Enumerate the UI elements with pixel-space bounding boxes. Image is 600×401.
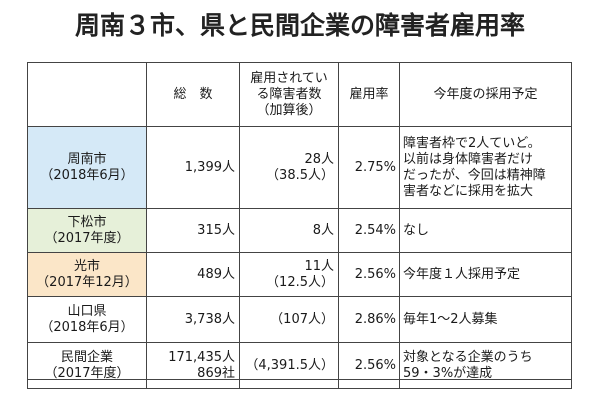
table-header-row: 総 数 雇用されてい る障害者数 （加算後） 雇用率 今年度の採用予定: [27, 62, 572, 127]
row-workers-value: 8人: [312, 222, 334, 238]
page-title: 周南３市、県と民間企業の障害者雇用率: [74, 11, 525, 40]
row-total: 489人: [146, 252, 240, 297]
row-workers: 11人 （12.5人）: [239, 252, 339, 297]
table-row: 下松市 （2017年度） 315人 8人 2.54% なし: [27, 208, 572, 253]
row-rate: 2.75%: [338, 126, 400, 209]
row-total-companies: 869社: [197, 365, 235, 381]
row-workers-value: 11人: [304, 258, 334, 274]
row-workers: （4,391.5人）: [239, 342, 339, 389]
table-row: 民間企業 （2017年度） 171,435人 869社 （4,391.5人） 2…: [27, 342, 572, 389]
row-name-cell: 周南市 （2018年6月）: [27, 126, 147, 209]
bottom-rule: [27, 379, 571, 380]
row-period: （2018年6月）: [40, 319, 134, 335]
row-total-value: 171,435人: [168, 349, 235, 365]
header-name-cell: [27, 62, 147, 127]
row-plan: 毎年1～2人募集: [399, 296, 572, 343]
row-name-cell: 光市 （2017年12月）: [27, 252, 147, 297]
row-period: （2017年度）: [44, 230, 130, 246]
row-plan-line: 害者などに採用を拡大: [403, 183, 534, 199]
row-rate: 2.56%: [338, 252, 400, 297]
row-name: 周南市: [67, 151, 107, 167]
row-plan-line: 59・3%が達成: [403, 365, 493, 381]
header-workers-line-2: る障害者数: [256, 86, 322, 102]
header-workers-line-1: 雇用されてい: [250, 70, 328, 86]
row-name: 民間企業: [60, 349, 113, 365]
row-name: 光市: [73, 258, 100, 274]
row-plan-line: 今年度１人採用予定: [403, 266, 521, 282]
row-workers-value: （107人）: [270, 311, 334, 327]
table-row: 山口県 （2018年6月） 3,738人 （107人） 2.86% 毎年1～2人…: [27, 296, 572, 343]
row-total: 315人: [146, 208, 240, 253]
row-workers: 28人 （38.5人）: [239, 126, 339, 209]
row-workers-value: （4,391.5人）: [245, 357, 334, 373]
header-rate: 雇用率: [338, 62, 400, 127]
row-plan: 障害者枠で2人ていど。 以前は身体障害者だけ だったが、今回は精神障 害者などに…: [399, 126, 572, 209]
row-name-cell: 民間企業 （2017年度）: [27, 342, 147, 389]
row-total: 1,399人: [146, 126, 240, 209]
header-total: 総 数: [146, 62, 240, 127]
row-workers-value: 28人: [304, 151, 334, 167]
row-name-cell: 山口県 （2018年6月）: [27, 296, 147, 343]
row-plan: 対象となる企業のうち 59・3%が達成: [399, 342, 572, 389]
row-workers-adjusted: （12.5人）: [266, 274, 334, 290]
row-workers-adjusted: （38.5人）: [266, 167, 334, 183]
row-plan-line: なし: [403, 222, 430, 238]
table-row: 周南市 （2018年6月） 1,399人 28人 （38.5人） 2.75% 障…: [27, 126, 572, 209]
row-plan-line: 以前は身体障害者だけ: [403, 151, 534, 167]
row-period: （2018年6月）: [40, 167, 134, 183]
row-plan-line: 対象となる企業のうち: [403, 349, 533, 365]
row-plan: 今年度１人採用予定: [399, 252, 572, 297]
row-rate: 2.86%: [338, 296, 400, 343]
row-total-value: 315人: [197, 222, 235, 238]
row-name-cell: 下松市 （2017年度）: [27, 208, 147, 253]
header-workers-line-3: （加算後）: [256, 102, 322, 118]
row-name: 下松市: [67, 214, 107, 230]
employment-table: 総 数 雇用されてい る障害者数 （加算後） 雇用率 今年度の採用予定 周南市 …: [27, 62, 572, 389]
row-plan-line: 毎年1～2人募集: [403, 311, 498, 327]
row-name: 山口県: [67, 303, 107, 319]
table-row: 光市 （2017年12月） 489人 11人 （12.5人） 2.56% 今年度…: [27, 252, 572, 297]
row-total-value: 3,738人: [184, 311, 235, 327]
row-plan-line: 障害者枠で2人ていど。: [403, 135, 541, 151]
row-rate: 2.56%: [338, 342, 400, 389]
row-plan-line: だったが、今回は精神障: [403, 167, 546, 183]
row-total-value: 1,399人: [184, 159, 235, 175]
row-total: 3,738人: [146, 296, 240, 343]
row-rate: 2.54%: [338, 208, 400, 253]
row-total-value: 489人: [197, 266, 235, 282]
row-period: （2017年12月）: [36, 274, 138, 290]
row-period: （2017年度）: [44, 365, 130, 381]
row-plan: なし: [399, 208, 572, 253]
row-total: 171,435人 869社: [146, 342, 240, 389]
header-workers: 雇用されてい る障害者数 （加算後）: [239, 62, 339, 127]
header-plan: 今年度の採用予定: [399, 62, 572, 127]
row-workers: 8人: [239, 208, 339, 253]
row-workers: （107人）: [239, 296, 339, 343]
